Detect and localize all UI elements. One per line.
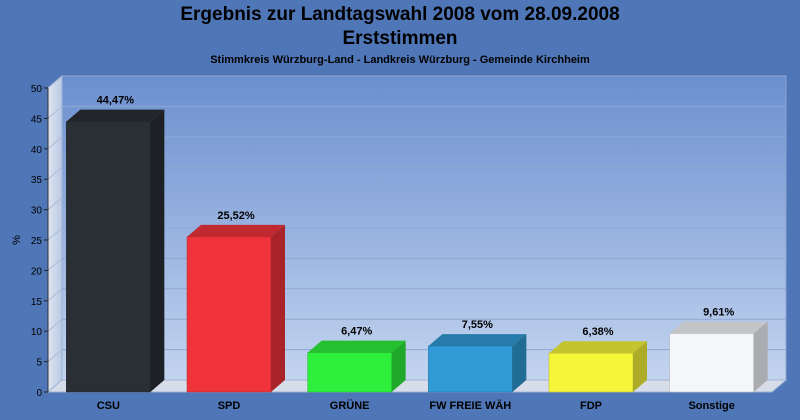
gridline-side — [47, 258, 63, 271]
bar-value-label: 7,55% — [462, 319, 493, 331]
gridline-side — [47, 75, 63, 89]
bar-front — [66, 121, 151, 393]
y-tick-label: 45 — [31, 114, 43, 125]
gridline-side — [47, 136, 63, 150]
bar-top — [307, 340, 406, 353]
y-tick-label: 35 — [31, 175, 43, 186]
chart-subtitle-line: Erststimmen — [342, 28, 458, 49]
bar-top — [549, 341, 647, 354]
y-tick-label: 30 — [31, 206, 43, 217]
bar-side — [150, 109, 165, 392]
bar-top — [187, 224, 285, 237]
bar-side — [512, 334, 527, 392]
bar-csu — [66, 109, 165, 393]
y-axis-label: % — [11, 235, 23, 245]
y-tick-label: 0 — [36, 388, 42, 399]
gridline-side — [47, 227, 63, 241]
bar-value-label: 9,61% — [703, 307, 734, 319]
bar-top — [428, 334, 527, 347]
bar-front — [669, 333, 754, 393]
gridline-side — [47, 349, 63, 362]
y-tick-label: 15 — [31, 297, 43, 308]
gridline-side — [47, 106, 63, 119]
bar-sonstige — [669, 321, 768, 393]
bar-spd — [186, 224, 285, 393]
y-tick-label: 5 — [36, 358, 42, 369]
y-tick-label: 50 — [31, 84, 43, 95]
gridline-side — [47, 318, 63, 332]
gridline-side — [47, 197, 63, 210]
x-tick-label: CSU — [97, 400, 120, 412]
bar-top — [66, 109, 165, 122]
x-tick-label: GRÜNE — [330, 399, 370, 412]
bar-side — [633, 341, 647, 392]
bar-top — [669, 321, 768, 334]
bar-grüne — [307, 340, 406, 393]
y-tick-label: 25 — [31, 236, 43, 247]
x-tick-label: Sonstige — [688, 400, 734, 412]
bar-fdp — [548, 341, 647, 393]
bar-value-label: 25,52% — [217, 210, 255, 222]
gridline-side — [47, 166, 63, 180]
x-tick-label: SPD — [218, 400, 241, 412]
bar-value-label: 44,47% — [97, 95, 135, 107]
bar-side — [753, 321, 768, 392]
bar-front — [548, 352, 634, 393]
y-tick-label: 40 — [31, 145, 43, 156]
bar-front — [307, 352, 392, 393]
bar-value-label: 6,47% — [341, 326, 372, 338]
bar-side — [271, 224, 285, 392]
bar-value-label: 6,38% — [582, 326, 613, 338]
x-tick-label: FDP — [580, 400, 602, 412]
bar-side — [391, 340, 406, 392]
bar-fw-freie-wäh — [428, 334, 527, 393]
bar-front — [186, 236, 272, 393]
chart-title: Ergebnis zur Landtagswahl 2008 vom 28.09… — [180, 4, 620, 25]
y-tick-label: 20 — [31, 266, 43, 277]
bar-front — [428, 345, 513, 393]
chart-subtitle: Stimmkreis Würzburg-Land - Landkreis Wür… — [210, 54, 590, 66]
gridline-side — [47, 288, 63, 302]
y-tick-label: 10 — [31, 327, 43, 338]
x-tick-label: FW FREIE WÄH — [429, 399, 511, 412]
